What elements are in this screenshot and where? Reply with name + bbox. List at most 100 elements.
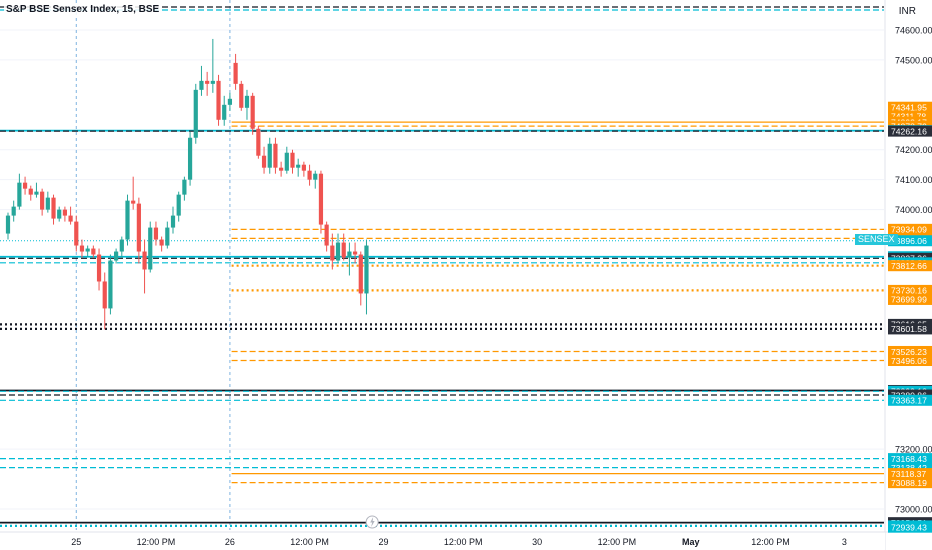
candle-body[interactable] bbox=[250, 95, 255, 129]
candle-body[interactable] bbox=[114, 251, 119, 261]
x-tick-label: May bbox=[682, 537, 700, 547]
candle-body[interactable] bbox=[358, 254, 363, 294]
candle-body[interactable] bbox=[45, 197, 50, 210]
candle-body[interactable] bbox=[28, 188, 33, 195]
price-tag bbox=[888, 345, 932, 357]
candle-body[interactable] bbox=[335, 242, 341, 261]
candle-body[interactable] bbox=[136, 203, 141, 252]
time-axis[interactable] bbox=[0, 532, 885, 550]
candle-body[interactable] bbox=[330, 245, 335, 261]
candle-body[interactable] bbox=[142, 251, 147, 270]
candle-body[interactable] bbox=[68, 215, 73, 222]
price-tag-label: 73118.37 bbox=[891, 469, 926, 479]
candle-body[interactable] bbox=[182, 179, 187, 195]
candle-body[interactable] bbox=[364, 245, 369, 294]
candle-body[interactable] bbox=[176, 194, 181, 216]
candle-body[interactable] bbox=[205, 80, 210, 84]
candle-body[interactable] bbox=[85, 248, 90, 252]
symbol-tag: SENSEX bbox=[855, 234, 898, 245]
candle-body[interactable] bbox=[267, 143, 272, 168]
currency-label[interactable]: INR bbox=[898, 6, 916, 17]
candle-body[interactable] bbox=[324, 224, 329, 246]
candle-body[interactable] bbox=[227, 98, 233, 105]
candle-body[interactable] bbox=[301, 164, 306, 171]
candle-body[interactable] bbox=[17, 182, 22, 207]
candle-body[interactable] bbox=[313, 173, 318, 180]
y-tick-label: 74600.00 bbox=[895, 25, 932, 35]
candle-body[interactable] bbox=[11, 206, 16, 216]
x-tick-label: 29 bbox=[379, 537, 389, 547]
candle-body[interactable] bbox=[318, 173, 324, 225]
candle-body[interactable] bbox=[352, 251, 358, 255]
candle-body[interactable] bbox=[256, 128, 261, 156]
price-tag-label: 73168.43 bbox=[891, 454, 927, 464]
y-tick-label: 73200.00 bbox=[895, 445, 932, 455]
price-tag bbox=[888, 101, 932, 113]
candle-body[interactable] bbox=[62, 209, 67, 216]
candle-body[interactable] bbox=[148, 227, 153, 270]
candle-body[interactable] bbox=[57, 209, 62, 219]
candle-body[interactable] bbox=[102, 281, 107, 309]
x-tick-label: 12:00 PM bbox=[444, 537, 483, 547]
price-tag-label: 73088.19 bbox=[891, 478, 927, 488]
candle-body[interactable] bbox=[159, 239, 164, 246]
price-tag-label: 73601.58 bbox=[891, 324, 927, 334]
candle-body[interactable] bbox=[347, 251, 352, 258]
candle-body[interactable] bbox=[153, 227, 159, 240]
candle-body[interactable] bbox=[91, 248, 96, 255]
price-tag-label: 74311.78 bbox=[891, 112, 926, 122]
candle-body[interactable] bbox=[187, 137, 193, 180]
candle-body[interactable] bbox=[108, 260, 113, 309]
x-tick-label: 12:00 PM bbox=[598, 537, 637, 547]
price-tag-label: 73730.16 bbox=[891, 286, 927, 296]
candle-body[interactable] bbox=[222, 104, 227, 120]
candle-body[interactable] bbox=[273, 143, 278, 168]
chart-title: S&P BSE Sensex Index, 15, BSE bbox=[4, 4, 162, 15]
candle-body[interactable] bbox=[34, 191, 39, 195]
candle-body[interactable] bbox=[40, 191, 45, 210]
candle-body[interactable] bbox=[296, 164, 301, 168]
lightning-bolt-glyph bbox=[370, 517, 375, 527]
candle-body[interactable] bbox=[284, 152, 289, 171]
candle-body[interactable] bbox=[244, 95, 250, 108]
candle-body[interactable] bbox=[290, 152, 295, 168]
price-tag-label: 73699.99 bbox=[891, 295, 927, 305]
candle-body[interactable] bbox=[125, 200, 130, 240]
x-tick-label: 12:00 PM bbox=[751, 537, 790, 547]
candle-body[interactable] bbox=[210, 80, 215, 84]
price-tag-label: 73526.23 bbox=[891, 347, 927, 357]
price-tag bbox=[888, 293, 932, 305]
candle-body[interactable] bbox=[261, 155, 267, 168]
candle-body[interactable] bbox=[51, 197, 56, 219]
price-tag bbox=[888, 453, 932, 465]
price-tag-label: 74341.95 bbox=[891, 103, 927, 113]
candle-body[interactable] bbox=[170, 215, 176, 228]
candle-body[interactable] bbox=[165, 227, 170, 246]
candle-body[interactable] bbox=[199, 80, 204, 90]
candle-body[interactable] bbox=[119, 239, 124, 252]
last-price-label: 73896.06 bbox=[891, 236, 927, 246]
y-tick-label: 74100.00 bbox=[895, 175, 932, 185]
candle-body[interactable] bbox=[79, 245, 85, 252]
price-tag bbox=[888, 223, 932, 235]
candle-body[interactable] bbox=[216, 80, 221, 120]
x-tick-label: 26 bbox=[225, 537, 235, 547]
candle-body[interactable] bbox=[233, 62, 238, 84]
price-tag bbox=[888, 125, 932, 137]
candle-body[interactable] bbox=[131, 200, 136, 204]
candle-body[interactable] bbox=[279, 167, 284, 171]
candle-body[interactable] bbox=[307, 170, 312, 180]
price-tag-label: 72939.43 bbox=[891, 522, 927, 532]
candle-body[interactable] bbox=[341, 242, 346, 258]
price-tag bbox=[888, 260, 932, 272]
candle-body[interactable] bbox=[5, 215, 11, 234]
y-tick-label: 74000.00 bbox=[895, 205, 932, 215]
candle-body[interactable] bbox=[239, 83, 244, 108]
candle-body[interactable] bbox=[96, 254, 102, 282]
price-tag bbox=[888, 477, 932, 489]
candle-body[interactable] bbox=[193, 89, 198, 138]
candle-body[interactable] bbox=[22, 182, 28, 189]
candle-body[interactable] bbox=[74, 221, 79, 246]
